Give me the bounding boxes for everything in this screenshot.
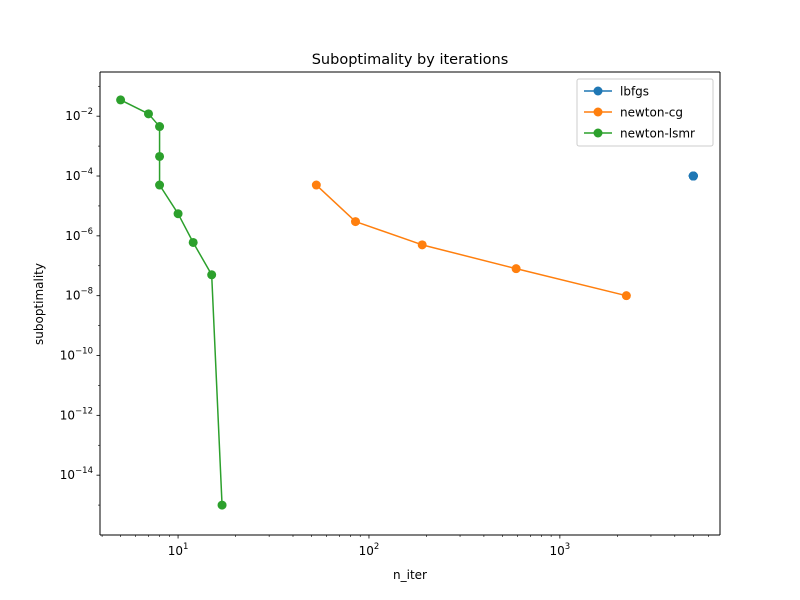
legend-marker-newton-lsmr <box>593 128 603 138</box>
legend-label-newton-lsmr: newton-lsmr <box>620 127 695 141</box>
series-lbfgs <box>688 171 698 181</box>
legend-label-newton-cg: newton-cg <box>620 106 683 120</box>
legend-item-lbfgs: lbfgs <box>584 85 649 99</box>
data-point-lbfgs-9 <box>688 171 698 181</box>
legend-item-newton-cg: newton-cg <box>584 106 683 120</box>
data-point-newton-lsmr-0 <box>116 95 126 105</box>
data-point-newton-cg-2 <box>417 240 427 250</box>
y-axis-label: suboptimality <box>32 263 46 345</box>
data-point-newton-lsmr-7 <box>207 270 217 280</box>
legend-marker-newton-cg <box>593 107 603 117</box>
legend-box <box>576 78 714 147</box>
legend-item-newton-lsmr: newton-lsmr <box>584 127 695 141</box>
data-point-newton-lsmr-1 <box>143 109 153 119</box>
x-axis-label: n_iter <box>393 568 427 582</box>
series-layer <box>116 95 698 510</box>
plot-area <box>100 72 720 535</box>
series-newton-cg <box>311 180 631 301</box>
legend: lbfgs newton-cg newton-lsmr <box>576 78 714 147</box>
series-newton-lsmr <box>116 95 227 510</box>
data-point-newton-cg-3 <box>511 264 521 274</box>
data-point-newton-lsmr-6 <box>188 237 198 247</box>
data-point-newton-cg-1 <box>350 217 360 227</box>
data-point-newton-cg-0 <box>311 180 321 190</box>
data-point-newton-lsmr-4 <box>155 180 165 190</box>
data-point-newton-lsmr-2 <box>155 122 165 132</box>
chart-title: Suboptimality by iterations <box>312 52 509 68</box>
legend-marker-lbfgs <box>593 86 603 96</box>
legend-label-lbfgs: lbfgs <box>620 85 649 99</box>
data-point-newton-lsmr-3 <box>155 151 165 161</box>
data-point-newton-cg-4 <box>621 291 631 301</box>
plot-background <box>100 72 720 535</box>
data-point-newton-lsmr-8 <box>217 500 227 510</box>
data-point-newton-lsmr-5 <box>173 209 183 219</box>
